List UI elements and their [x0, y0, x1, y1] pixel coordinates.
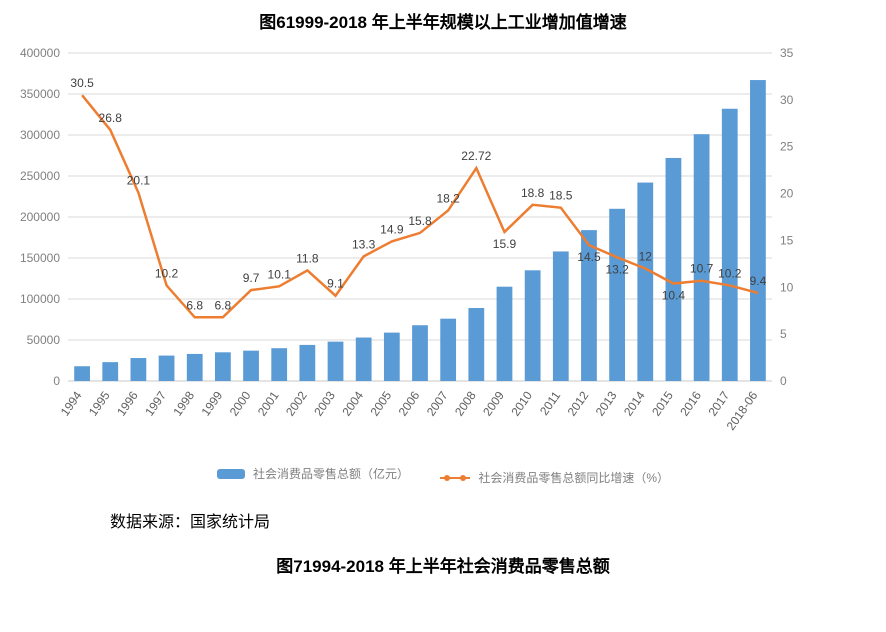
legend-bar-swatch	[217, 469, 245, 479]
svg-text:0: 0	[780, 374, 787, 388]
svg-text:15.9: 15.9	[493, 237, 517, 251]
svg-text:6.8: 6.8	[186, 298, 203, 312]
svg-text:350000: 350000	[20, 87, 60, 101]
chart-canvas: 0 50000 100000 150000 200000 250000 300000 3500…	[0, 39, 820, 459]
svg-text:26.8: 26.8	[99, 111, 123, 125]
legend-line-label: 社会消费品零售总额同比增速（%）	[478, 469, 669, 486]
legend-line: 社会消费品零售总额同比增速（%）	[440, 469, 669, 486]
legend-line-swatch	[440, 477, 470, 479]
svg-text:25: 25	[780, 140, 794, 154]
svg-text:20: 20	[780, 187, 794, 201]
svg-text:10.4: 10.4	[662, 289, 686, 303]
svg-text:9.1: 9.1	[327, 277, 344, 291]
svg-text:11.8: 11.8	[296, 251, 319, 265]
svg-text:14.9: 14.9	[380, 222, 404, 236]
svg-text:18.8: 18.8	[521, 186, 545, 200]
svg-text:13.3: 13.3	[352, 237, 376, 251]
svg-text:30: 30	[780, 93, 794, 107]
svg-text:100000: 100000	[20, 292, 60, 306]
svg-text:15: 15	[780, 233, 794, 247]
svg-text:35: 35	[780, 46, 794, 60]
svg-text:30.5: 30.5	[70, 76, 94, 90]
svg-text:18.2: 18.2	[436, 191, 460, 205]
legend-bar: 社会消费品零售总额（亿元）	[217, 465, 409, 482]
svg-text:10: 10	[780, 280, 794, 294]
legend-bar-label: 社会消费品零售总额（亿元）	[253, 465, 409, 482]
svg-text:300000: 300000	[20, 128, 60, 142]
svg-text:10.7: 10.7	[690, 262, 714, 276]
svg-text:10.1: 10.1	[268, 267, 292, 281]
svg-text:200000: 200000	[20, 210, 60, 224]
svg-text:9.4: 9.4	[750, 274, 767, 288]
svg-text:250000: 250000	[20, 169, 60, 183]
svg-text:10.2: 10.2	[155, 266, 179, 280]
chart-top-title: 图61999-2018 年上半年规模以上工业增加值增速	[0, 0, 886, 39]
svg-text:14.5: 14.5	[577, 250, 601, 264]
svg-text:22.72: 22.72	[461, 149, 491, 163]
svg-text:13.2: 13.2	[605, 262, 629, 276]
svg-text:150000: 150000	[20, 251, 60, 265]
svg-text:12: 12	[639, 250, 653, 264]
svg-text:400000: 400000	[20, 46, 60, 60]
svg-text:18.5: 18.5	[549, 189, 573, 203]
svg-text:20.1: 20.1	[127, 174, 151, 188]
svg-text:6.8: 6.8	[215, 298, 232, 312]
svg-text:50000: 50000	[27, 333, 61, 347]
data-source: 数据来源：国家统计局	[0, 486, 886, 536]
svg-text:10.2: 10.2	[718, 266, 742, 280]
chart-legend: 社会消费品零售总额（亿元） 社会消费品零售总额同比增速（%）	[0, 459, 886, 486]
svg-text:15.8: 15.8	[408, 214, 432, 228]
svg-text:0: 0	[53, 374, 60, 388]
svg-text:9.7: 9.7	[243, 271, 260, 285]
svg-text:5: 5	[780, 327, 787, 341]
combo-chart: 0 50000 100000 150000 200000 250000 300000 3500…	[0, 39, 886, 486]
chart-bottom-title: 图71994-2018 年上半年社会消费品零售总额	[0, 536, 886, 587]
